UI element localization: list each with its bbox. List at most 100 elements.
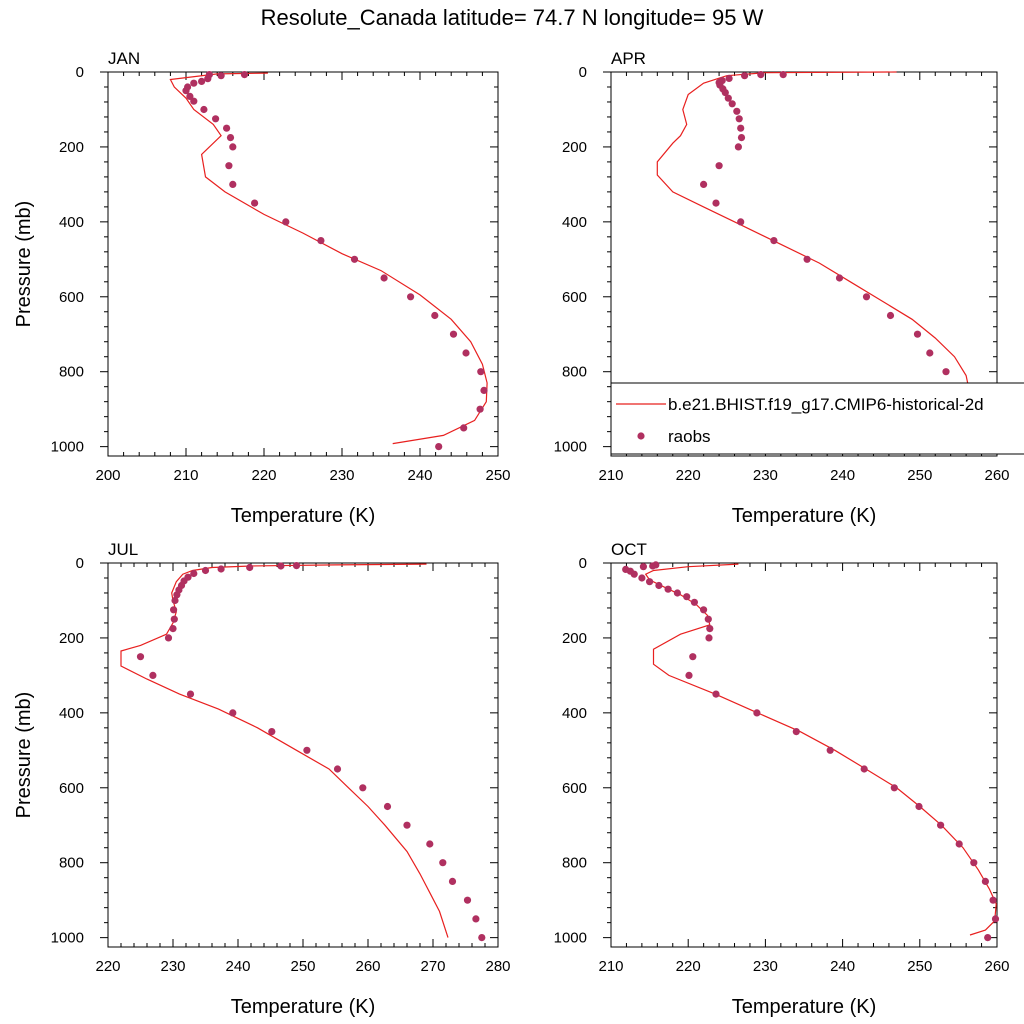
jul-obs-point [217,565,225,573]
oct-obs-point [673,589,682,597]
jan-obs-point [190,97,198,105]
oct-xtick-label: 240 [830,958,855,975]
jul-obs-point [246,563,254,572]
jan-obs-point [229,143,237,151]
jan-obs-point [226,134,235,142]
oct-obs-point [664,585,672,593]
jan-obs-point [251,199,259,207]
jan-ytick-label: 0 [76,64,84,81]
jan-obs-point [449,330,458,338]
apr-xtick-label: 240 [830,467,855,484]
jan-ytick-label: 400 [59,214,84,231]
jan-plot-frame [107,71,499,457]
oct-obs-point [683,593,691,601]
jul-obs-point [333,765,342,773]
oct-obs-point [989,896,997,904]
apr-obs-point [728,100,736,108]
apr-xtick-label: 260 [984,467,1009,484]
oct-obs-point [689,653,697,661]
legend-obs-label: raobs [668,427,711,446]
legend-obs-swatch [637,432,645,440]
oct-x-axis-label: Temperature (K) [732,996,877,1018]
jan-xtick-label: 240 [407,467,432,484]
apr-obs-point [735,115,743,123]
jan-xtick-label: 230 [329,467,354,484]
jul-obs-point [268,728,276,736]
jan-obs-point [198,77,206,85]
jan-ytick-label: 600 [59,289,84,306]
jan-x-axis-label: Temperature (K) [231,505,376,527]
jul-xtick-label: 250 [290,958,315,975]
jul-obs-point [136,653,145,661]
jan-obs-point [317,237,325,245]
jul-xtick-label: 260 [355,958,380,975]
jan-obs-point [462,349,470,357]
apr-obs-point [737,134,746,142]
jan-obs-point [435,443,443,451]
jan-obs-point [182,87,190,95]
jul-obs-point [170,606,178,614]
jul-obs-point [439,859,447,867]
jul-obs-point [171,596,179,605]
apr-obs-point [733,107,741,115]
apr-ytick-label: 600 [562,289,587,306]
oct-obs-point [685,671,693,680]
jan-ytick-label: 800 [59,364,84,381]
oct-obs-point [991,915,1000,923]
jan-obs-point [476,405,484,413]
jul-xtick-label: 280 [485,958,510,975]
oct-obs-point [937,821,945,829]
jan-obs-point [223,124,231,132]
oct-ytick-label: 600 [562,780,587,797]
oct-obs-point [700,606,708,614]
jan-obs-point [225,162,233,170]
oct-model-line [644,563,997,936]
panel-jan: JAN 200 210 220 230 240 250 0 200 400 600 800 1000 Te… [13,49,511,527]
oct-obs-point [753,709,761,717]
oct-obs-point [706,625,714,633]
jul-obs-point [403,821,411,829]
apr-xtick-label: 220 [676,467,701,484]
apr-obs-point [724,94,732,102]
jan-y-axis-label: Pressure (mb) [13,201,35,328]
apr-obs-point [835,274,844,282]
apr-obs-point [721,89,729,97]
apr-obs-point [757,71,765,79]
apr-obs-point [886,311,895,320]
jul-obs-point [201,566,210,575]
apr-obs-point [741,72,749,80]
jan-ytick-label: 200 [59,139,84,156]
apr-xtick-label: 250 [907,467,932,484]
oct-xtick-label: 250 [907,958,932,975]
jul-obs-point [277,562,285,570]
panel-apr: APR 210 220 230 240 250 260 0 200 400 600 800 1000 Te… [554,49,1010,527]
apr-ytick-label: 800 [562,364,587,381]
apr-obs-point [862,293,871,301]
jan-obs-point [407,293,415,301]
jan-obs-point [431,311,439,320]
oct-xtick-label: 210 [598,958,623,975]
jan-obs-point [460,424,468,432]
oct-obs-point [955,840,963,848]
jul-obs-point [173,591,181,599]
oct-obs-point [646,578,654,586]
apr-obs-point [770,237,778,245]
apr-xtick-label: 230 [753,467,778,484]
jul-xtick-label: 230 [160,958,185,975]
jan-obs-point [217,72,225,80]
oct-obs-point [655,581,663,590]
apr-obs-point [734,143,743,151]
jul-obs-point [472,915,480,923]
jul-obs-point [448,877,457,886]
oct-ytick-label: 200 [562,630,587,647]
oct-obs-point [970,859,978,867]
apr-obs-point [725,74,733,82]
oct-ytick-label: 0 [579,555,587,572]
oct-panel-label: OCT [611,540,647,559]
legend: b.e21.BHIST.f19_g17.CMIP6-historical-2d … [610,382,1024,455]
jul-obs-point [190,569,198,578]
oct-plot-frame [610,562,998,948]
jan-obs-point [350,255,359,263]
oct-obs-point [690,598,699,606]
apr-ytick-label: 200 [562,139,587,156]
